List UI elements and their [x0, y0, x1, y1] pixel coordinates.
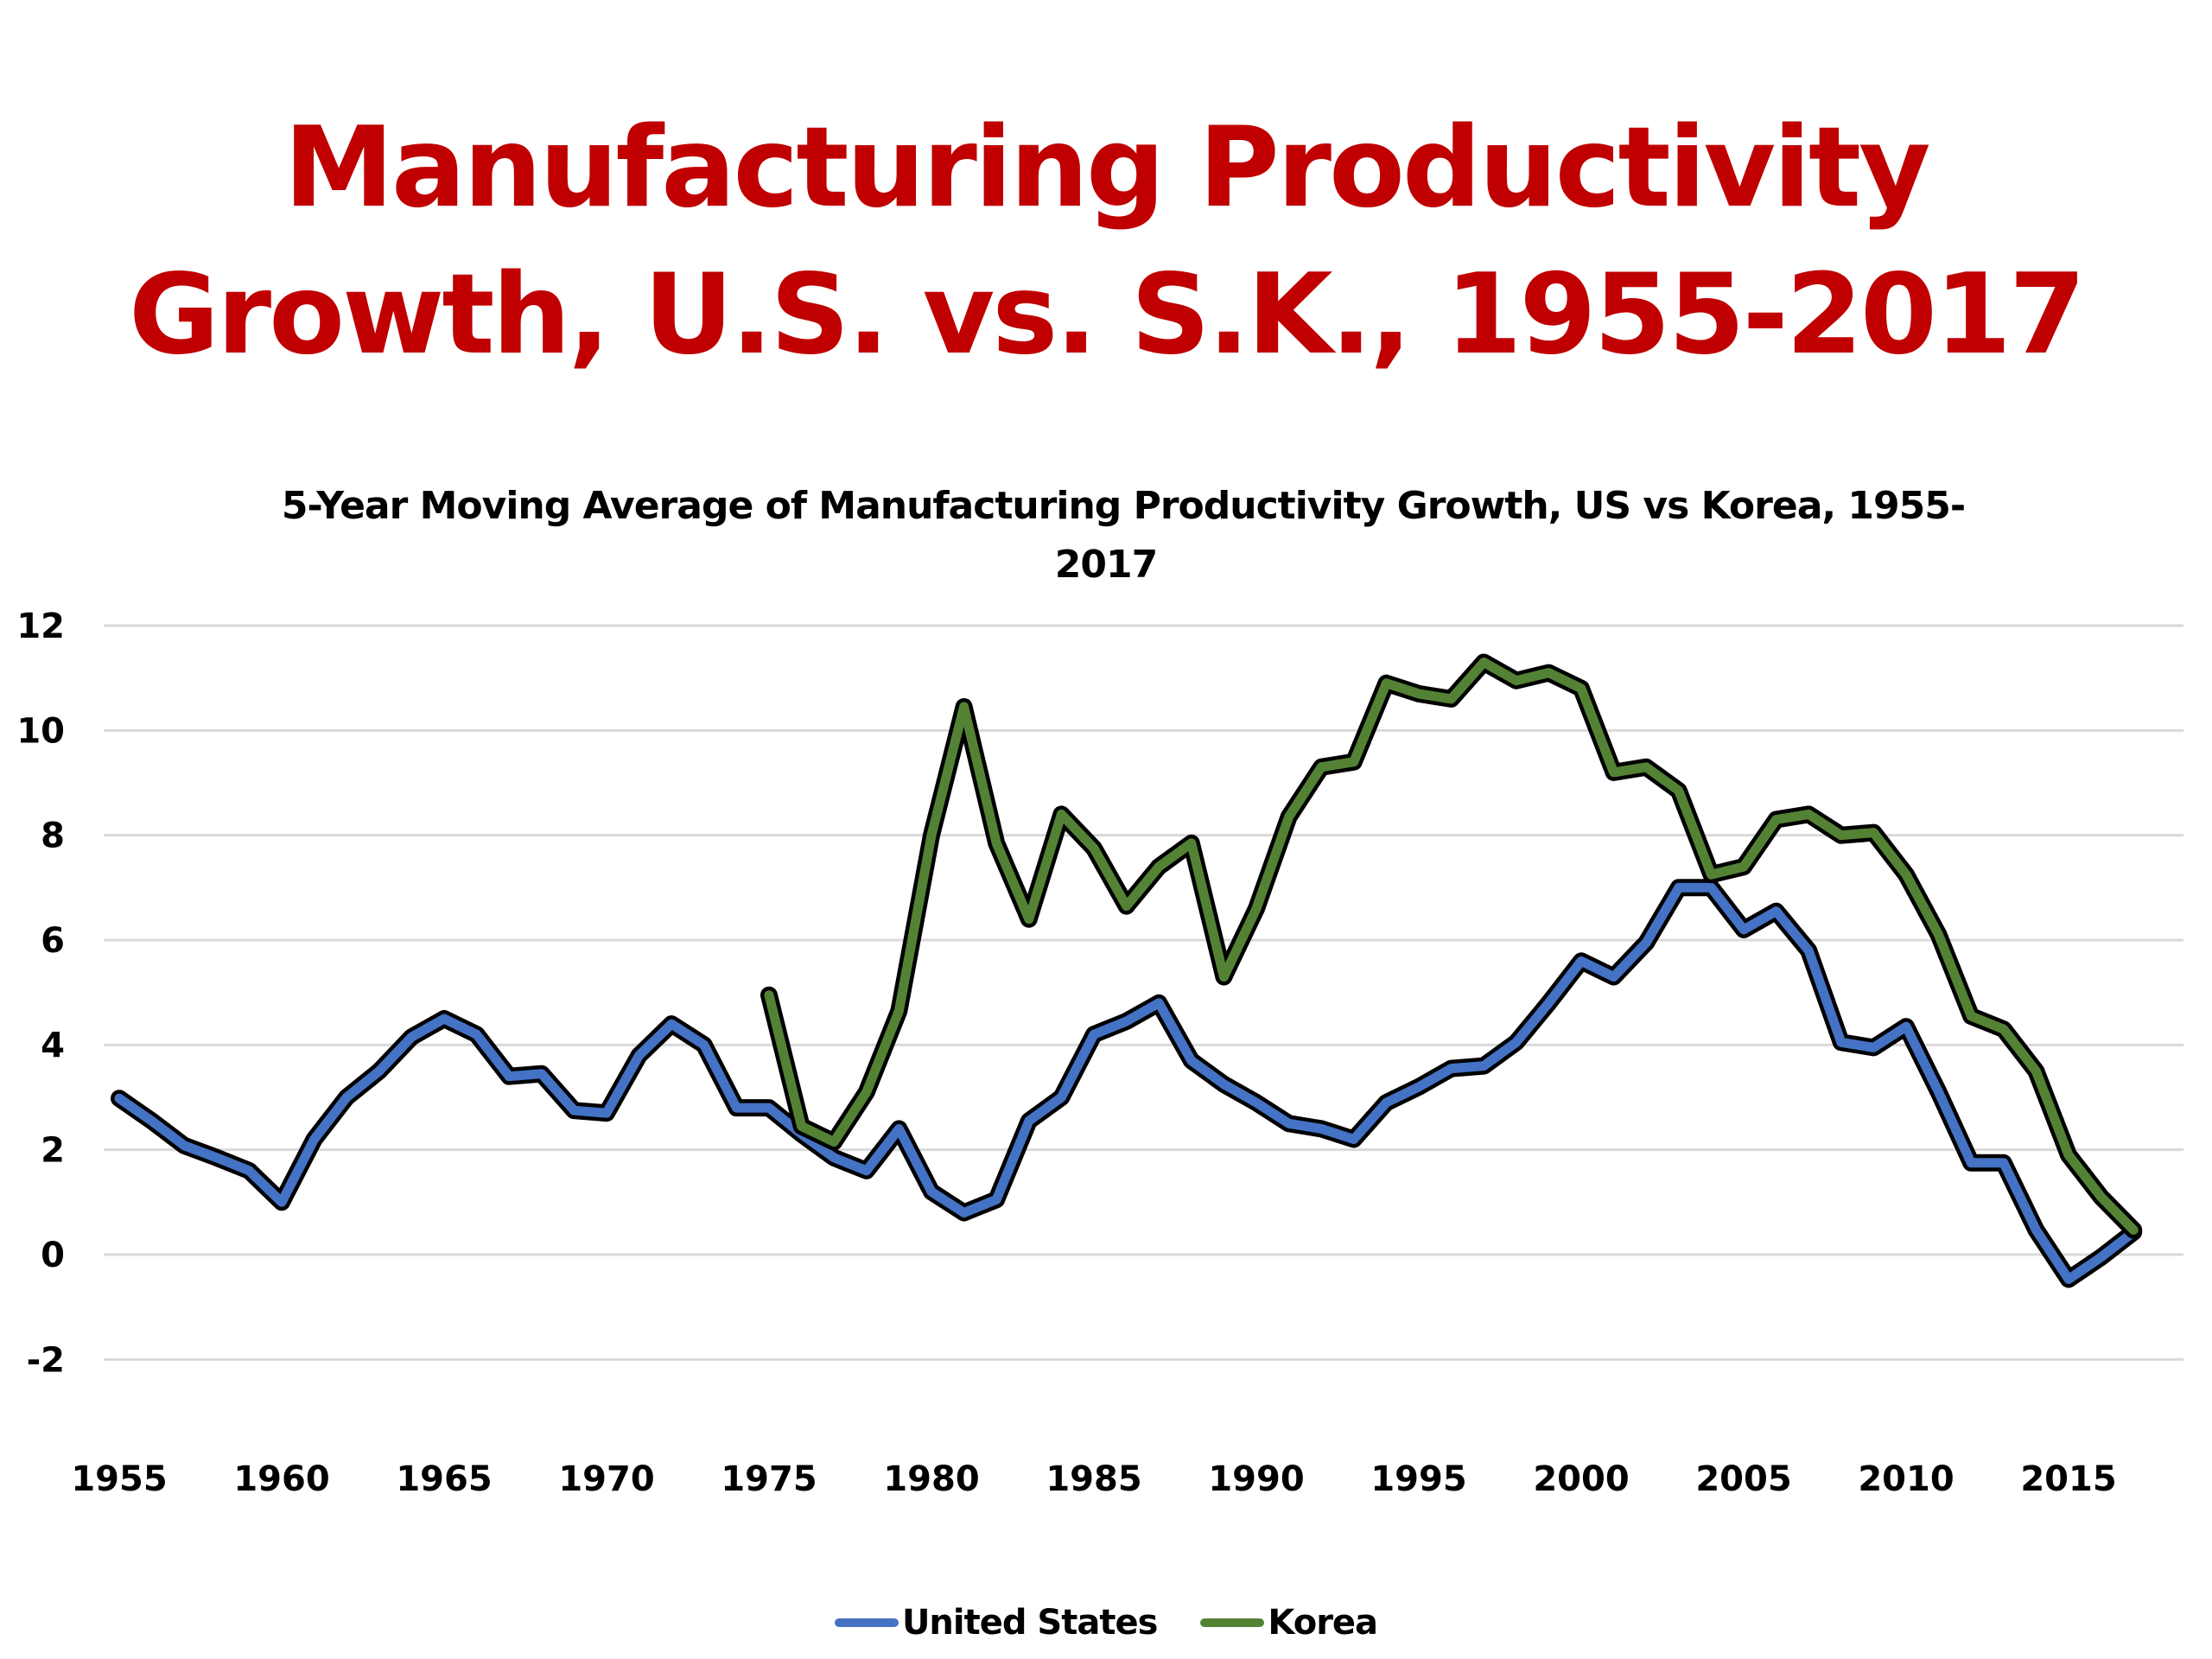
series-line-united-states[interactable] [114, 882, 2139, 1284]
legend-swatch-united-states [834, 1618, 899, 1627]
y-tick-label: -2 [27, 1340, 65, 1380]
legend-item-united-states[interactable]: United States [834, 1603, 1158, 1643]
legend-swatch-korea [1200, 1618, 1265, 1627]
x-tick-label: 1995 [1370, 1459, 1466, 1499]
y-tick-label: 10 [16, 711, 65, 751]
x-tick-label: 1960 [233, 1459, 329, 1499]
x-tick-label: 1985 [1046, 1459, 1141, 1499]
y-tick-label: 2 [41, 1131, 65, 1171]
series-line-korea[interactable] [764, 658, 2139, 1235]
x-tick-label: 1965 [396, 1459, 492, 1499]
x-tick-label: 1990 [1208, 1459, 1304, 1499]
x-tick-label: 1980 [883, 1459, 979, 1499]
chart-title-line-2: 2017 [1054, 543, 1158, 587]
x-tick-label: 1975 [721, 1459, 817, 1499]
x-tick-label: 1955 [71, 1459, 167, 1499]
y-tick-label: 12 [16, 607, 65, 646]
x-axis-tick-labels: 1955 1960 1965 1970 1975 1980 1985 1990 1995 2000… [71, 1459, 2116, 1499]
y-tick-label: 0 [41, 1236, 65, 1275]
x-tick-label: 2010 [1858, 1459, 1954, 1499]
y-tick-label: 6 [41, 921, 65, 961]
y-tick-label: 4 [41, 1026, 65, 1065]
legend-label: United States [901, 1603, 1158, 1643]
series-outline-united-states [111, 879, 2143, 1288]
series-lines [111, 653, 2143, 1288]
legend: United States Korea [0, 1603, 2212, 1643]
main-title: Manufacturing Productivity Growth, U.S. … [0, 95, 2212, 389]
gridlines [104, 624, 2183, 1361]
main-title-line-2: Growth, U.S. vs. S.K., 1955-2017 [128, 251, 2086, 379]
y-tick-label: 8 [41, 817, 65, 856]
legend-item-korea[interactable]: Korea [1200, 1603, 1378, 1643]
x-tick-label: 1970 [558, 1459, 654, 1499]
legend-label: Korea [1268, 1603, 1378, 1643]
chart-title: 5-Year Moving Average of Manufacturing P… [0, 477, 2212, 594]
x-tick-label: 2005 [1695, 1459, 1791, 1499]
x-tick-label: 2000 [1533, 1459, 1629, 1499]
y-axis-tick-labels: 12 10 8 6 4 2 0 -2 [16, 607, 65, 1380]
chart-title-line-1: 5-Year Moving Average of Manufacturing P… [281, 484, 1966, 528]
x-tick-label: 2015 [2020, 1459, 2116, 1499]
main-title-line-1: Manufacturing Productivity [283, 104, 1930, 232]
